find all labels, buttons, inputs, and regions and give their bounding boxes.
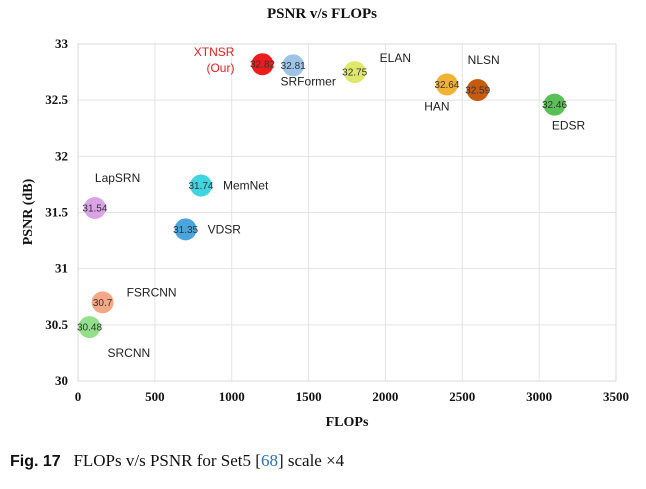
figure-caption: Fig. 17 FLOPs v/s PSNR for Set5 [68] sca… xyxy=(10,451,344,471)
x-tick-label: 0 xyxy=(75,389,82,404)
y-tick-label: 32.5 xyxy=(45,92,68,107)
x-tick-label: 500 xyxy=(145,389,165,404)
y-tick-label: 33 xyxy=(55,36,69,51)
value-label-srformer: 32.81 xyxy=(281,61,306,72)
point-memnet xyxy=(189,174,212,197)
x-tick-label: 2000 xyxy=(372,389,398,404)
caption-text-before: FLOPs v/s PSNR for Set5 [ xyxy=(73,451,261,470)
value-label-edsr: 32.46 xyxy=(542,100,567,111)
name-label-han: HAN xyxy=(424,99,449,113)
name-label-fsrcnn: FSRCNN xyxy=(127,285,177,299)
y-tick-label: 31.5 xyxy=(45,205,68,220)
name-label-xtnsr-our-line-0: XTNSR xyxy=(194,45,235,59)
x-tick-label: 1000 xyxy=(219,389,245,404)
point-edsr xyxy=(543,93,566,116)
y-tick-labels: 30 30.5 31 31.5 32 32.5 33 xyxy=(45,36,68,388)
name-label-srformer: SRFormer xyxy=(281,74,336,88)
name-label-memnet: MemNet xyxy=(223,179,269,193)
figure-number: Fig. 17 xyxy=(10,453,61,470)
point-fsrcnn xyxy=(91,291,114,314)
point-vdsr xyxy=(174,218,197,241)
point-srcnn xyxy=(78,316,101,339)
name-label-vdsr: VDSR xyxy=(208,222,242,236)
scatter-chart: PSNR v/s FLOPs 0 500 1000 1500 2000 2500 3000 3… xyxy=(21,6,629,430)
name-label-srcnn: SRCNN xyxy=(108,346,151,360)
value-label-fsrcnn: 30.7 xyxy=(93,298,113,309)
point-lapsrn xyxy=(83,197,106,220)
reference-link[interactable]: 68 xyxy=(260,451,278,470)
name-label-elan: ELAN xyxy=(380,51,411,65)
name-label-xtnsr-our-line-1: (Our) xyxy=(206,61,234,75)
plot-area xyxy=(77,43,617,382)
name-label-nlsn: NLSN xyxy=(468,53,500,67)
grid-lines xyxy=(78,44,616,381)
y-tick-label: 30 xyxy=(55,373,68,388)
x-tick-label: 1500 xyxy=(296,389,322,404)
point-name-labels: XTNSR (Our) SRFormer ELAN NLSN HAN EDSR MemNet L… xyxy=(95,45,586,360)
y-tick-label: 32 xyxy=(55,148,68,163)
x-tick-label: 3000 xyxy=(526,389,552,404)
value-label-han: 32.64 xyxy=(434,80,459,91)
value-label-lapsrn: 31.54 xyxy=(82,204,107,215)
data-points: 32.82 32.81 32.75 32.59 32.64 32.46 31.74 31.54… xyxy=(77,53,567,339)
value-label-xtnsr-our: 32.82 xyxy=(250,60,275,71)
chart-title: PSNR v/s FLOPs xyxy=(267,6,377,22)
y-axis-label: PSNR (dB) xyxy=(21,178,36,245)
y-tick-label: 30.5 xyxy=(45,317,68,332)
x-axis-label: FLOPs xyxy=(326,415,369,430)
value-label-srcnn: 30.48 xyxy=(77,323,102,334)
y-tick-label: 31 xyxy=(55,261,68,276)
x-tick-label: 3500 xyxy=(603,389,629,404)
point-xtnsr-our xyxy=(251,53,274,76)
value-label-elan: 32.75 xyxy=(342,68,367,79)
point-nlsn xyxy=(466,79,489,102)
value-label-nlsn: 32.59 xyxy=(465,86,490,97)
point-srformer xyxy=(282,54,305,77)
value-label-memnet: 31.74 xyxy=(188,181,213,192)
x-tick-label: 2500 xyxy=(449,389,475,404)
point-han xyxy=(435,73,458,96)
x-tick-labels: 0 500 1000 1500 2000 2500 3000 3500 xyxy=(75,389,629,404)
name-label-lapsrn: LapSRN xyxy=(95,171,140,185)
name-label-edsr: EDSR xyxy=(552,119,586,133)
caption-text-after: ] scale ×4 xyxy=(277,451,345,470)
value-label-vdsr: 31.35 xyxy=(173,225,198,236)
point-elan xyxy=(343,61,366,84)
